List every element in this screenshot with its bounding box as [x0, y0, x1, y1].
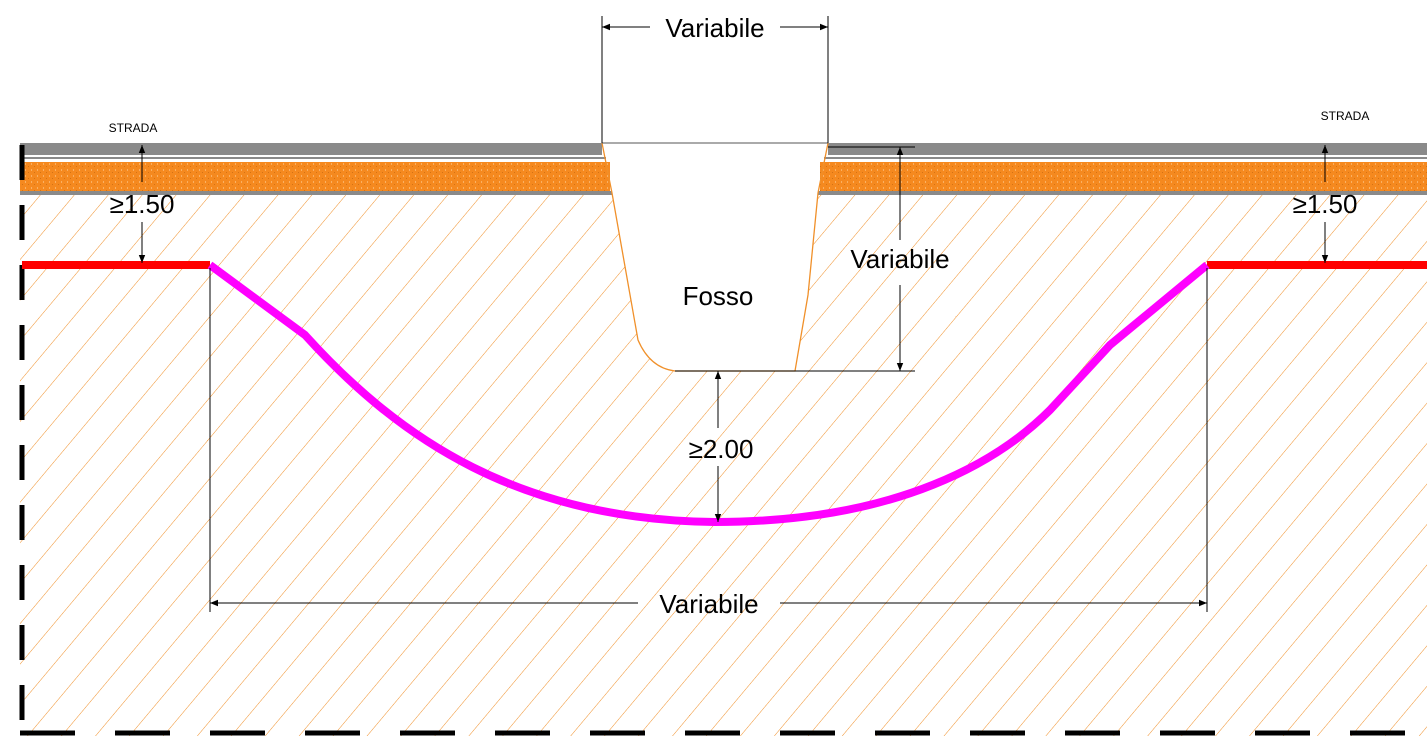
label-min-cover-right: ≥1.50 — [1293, 189, 1358, 219]
dim-crossing-length — [209, 268, 1208, 612]
label-road-right: STRADA — [1321, 109, 1370, 123]
soil-hatch — [20, 193, 1427, 736]
label-ditch-depth: Variabile — [850, 244, 949, 274]
label-road-left: STRADA — [109, 121, 158, 135]
label-crossing-length: Variabile — [659, 589, 758, 619]
pipe-curve — [207, 261, 1210, 526]
label-ditch: Fosso — [683, 281, 754, 311]
dim-ditch-width — [601, 16, 829, 143]
road-layers-left — [20, 143, 612, 195]
label-min-cover-left: ≥1.50 — [110, 189, 175, 219]
label-ditch-width: Variabile — [665, 13, 764, 43]
label-min-below-ditch: ≥2.00 — [689, 434, 754, 464]
dim-ditch-depth — [828, 146, 915, 371]
ditch-outline — [601, 142, 829, 372]
road-layers-right — [818, 143, 1427, 195]
